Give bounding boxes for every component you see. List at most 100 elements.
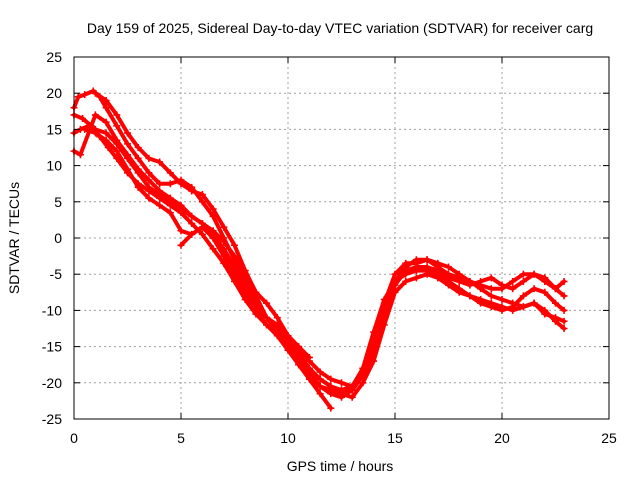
data-point <box>423 256 431 264</box>
data-point <box>552 285 559 293</box>
data-point <box>402 267 410 275</box>
data-point <box>241 267 249 275</box>
data-point <box>541 310 549 318</box>
data-point <box>124 129 131 137</box>
y-tick-label: 20 <box>46 85 62 101</box>
data-point <box>541 288 549 296</box>
data-point <box>134 165 142 173</box>
x-tick-label: 5 <box>177 430 185 446</box>
y-tick-label: 15 <box>46 121 62 137</box>
data-point <box>391 281 399 289</box>
data-point <box>91 111 99 119</box>
data-point <box>305 368 313 376</box>
data-point <box>541 274 549 282</box>
data-point <box>530 285 538 293</box>
data-point <box>209 230 217 238</box>
data-point <box>509 303 517 311</box>
y-tick-label: -15 <box>42 339 62 355</box>
data-point <box>445 281 452 289</box>
data-point <box>81 91 89 99</box>
data-point <box>198 198 206 206</box>
data-point <box>188 230 196 238</box>
data-point <box>102 118 110 126</box>
y-tick-label: -20 <box>42 375 62 391</box>
data-point <box>231 252 238 260</box>
data-point <box>273 314 281 322</box>
data-point <box>177 180 185 188</box>
data-point <box>231 263 238 271</box>
data-point <box>370 328 378 336</box>
data-point <box>423 263 431 271</box>
data-point <box>124 165 131 173</box>
data-point <box>124 140 131 148</box>
data-point <box>91 89 99 97</box>
data-point <box>509 277 517 285</box>
data-point <box>145 187 153 195</box>
data-point <box>412 274 420 282</box>
data-point <box>348 393 356 401</box>
data-point <box>466 292 474 300</box>
data-point <box>455 277 463 285</box>
data-point <box>102 96 110 104</box>
data-point <box>205 227 213 235</box>
data-point <box>145 154 153 162</box>
data-point <box>220 245 228 253</box>
x-tick-label: 10 <box>280 430 296 446</box>
data-point <box>530 299 538 307</box>
data-point <box>305 375 313 383</box>
data-point <box>402 277 410 285</box>
x-axis-label: GPS time / hours <box>287 458 394 474</box>
data-point <box>145 176 153 184</box>
data-point <box>498 281 506 289</box>
data-point <box>498 296 506 304</box>
y-tick-label: 25 <box>46 49 62 65</box>
data-point <box>530 270 538 278</box>
data-point <box>166 201 174 209</box>
data-point <box>498 306 506 314</box>
series-line <box>82 127 567 400</box>
data-point <box>188 187 196 195</box>
data-point <box>263 314 271 322</box>
data-point <box>477 285 485 293</box>
data-point <box>177 209 185 217</box>
data-point <box>134 144 142 151</box>
data-point <box>391 270 399 278</box>
data-point <box>273 328 281 336</box>
data-point <box>209 205 217 213</box>
data-point <box>263 321 271 329</box>
data-point <box>380 296 388 304</box>
data-point <box>81 125 89 133</box>
data-point <box>231 241 238 249</box>
data-point <box>327 386 335 394</box>
data-point <box>359 379 367 387</box>
data-point <box>102 136 110 144</box>
data-point <box>327 404 335 412</box>
data-point <box>284 343 292 351</box>
data-point <box>305 353 313 361</box>
data-point <box>412 256 420 264</box>
data-point <box>338 379 345 387</box>
data-point <box>445 263 452 271</box>
y-tick-label: 5 <box>54 194 62 210</box>
data-point <box>348 382 356 390</box>
data-point <box>477 299 485 307</box>
data-point <box>76 151 84 159</box>
data-point <box>188 212 196 220</box>
data-point <box>220 223 228 231</box>
data-point <box>241 285 249 293</box>
data-point <box>487 292 495 300</box>
data-point <box>434 267 442 275</box>
data-point <box>113 136 121 144</box>
data-point <box>509 285 517 293</box>
y-tick-label: -10 <box>42 302 62 318</box>
series-line <box>72 123 567 396</box>
data-point <box>113 111 121 119</box>
data-point <box>177 227 185 235</box>
data-point <box>552 299 559 307</box>
data-point <box>166 209 174 217</box>
data-point <box>113 147 121 155</box>
data-point <box>338 390 345 398</box>
data-point <box>316 382 324 390</box>
data-point <box>477 277 485 285</box>
data-point <box>74 93 82 101</box>
